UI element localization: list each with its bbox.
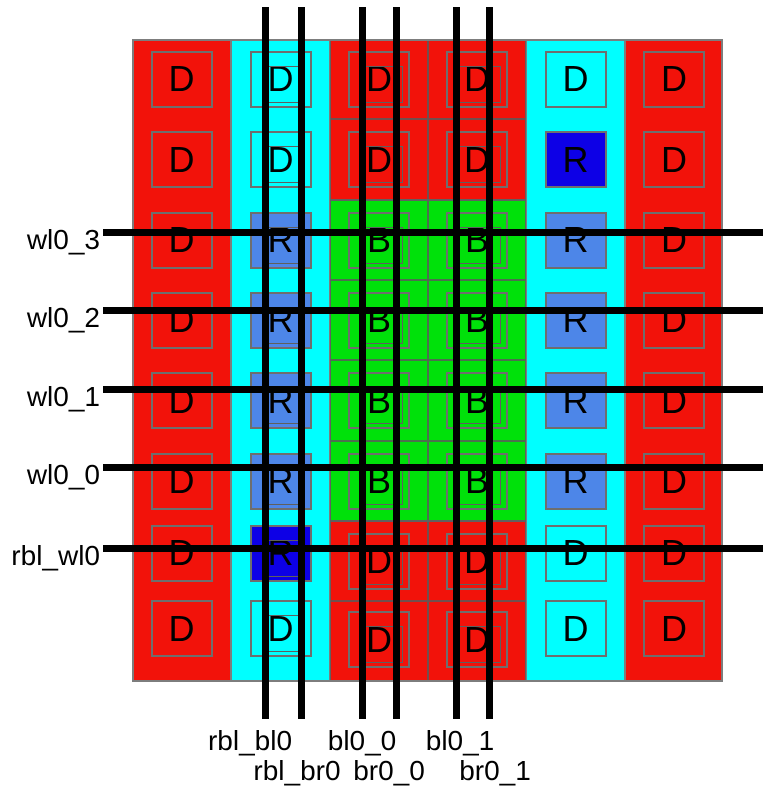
replica-cell: R bbox=[544, 291, 607, 349]
cell-boundary bbox=[428, 200, 526, 280]
wordline-label-wl0_1: wl0_1 bbox=[26, 381, 100, 412]
replica-cell: R bbox=[544, 211, 607, 269]
bitline-label-rbl_br0: rbl_br0 bbox=[253, 755, 341, 786]
bitline-br0_1 bbox=[486, 7, 493, 719]
bitline-bl0_1 bbox=[453, 7, 460, 719]
dummy-cell: D bbox=[643, 372, 705, 429]
cell-boundary bbox=[428, 441, 526, 521]
dummy-cell: D bbox=[150, 131, 213, 188]
dummy-cell-inner-outline bbox=[458, 547, 501, 585]
dummy-cell: D bbox=[150, 291, 213, 349]
cell-boundary bbox=[428, 360, 526, 441]
dummy-cell: D bbox=[643, 211, 705, 269]
replica-cell: R bbox=[544, 372, 607, 429]
dummy-cell: D bbox=[150, 452, 213, 510]
dummy-cell: D bbox=[544, 524, 607, 582]
wordline-label-wl0_3: wl0_3 bbox=[26, 224, 100, 255]
dummy-cell: D bbox=[150, 372, 213, 429]
wordline-label-wl0_0: wl0_0 bbox=[26, 459, 100, 490]
dummy-cell: D bbox=[643, 452, 705, 510]
bitline-rbl_bl0 bbox=[262, 7, 269, 719]
dummy-cell-inner-outline bbox=[458, 65, 501, 103]
bitline-bl0_0 bbox=[359, 7, 366, 719]
dummy-cell: D bbox=[150, 524, 213, 582]
cell-boundary bbox=[330, 360, 428, 441]
cell-boundary bbox=[428, 521, 526, 601]
dummy-cell: D bbox=[544, 600, 607, 657]
wordline-wl0_3 bbox=[103, 229, 763, 236]
cell-boundary bbox=[330, 119, 428, 200]
bitline-label-br0_0: br0_0 bbox=[353, 755, 425, 786]
wordline-rbl_wl0 bbox=[103, 545, 763, 552]
replica-cell: R bbox=[544, 452, 607, 510]
dummy-cell: D bbox=[643, 600, 705, 657]
dummy-cell: D bbox=[150, 600, 213, 657]
dummy-cell: D bbox=[643, 524, 705, 582]
bitline-label-bl0_1: bl0_1 bbox=[425, 725, 495, 756]
cell-boundary bbox=[330, 521, 428, 601]
cell-boundary bbox=[428, 280, 526, 360]
dummy-cell: D bbox=[643, 50, 705, 108]
bitcell: B bbox=[348, 211, 410, 269]
dummy-cell: D bbox=[150, 50, 213, 108]
wordline-label-wl0_2: wl0_2 bbox=[26, 302, 100, 333]
dummy-cell: D bbox=[643, 131, 705, 188]
cell-boundary bbox=[330, 200, 428, 280]
replica-cell: R bbox=[544, 131, 607, 188]
cell-boundary bbox=[330, 280, 428, 360]
cell-boundary bbox=[330, 441, 428, 521]
cell-boundary bbox=[428, 119, 526, 200]
wordline-wl0_0 bbox=[103, 464, 763, 471]
dummy-cell: D bbox=[643, 291, 705, 349]
bitline-label-rbl_bl0: rbl_bl0 bbox=[207, 725, 293, 756]
bitline-label-bl0_0: bl0_0 bbox=[327, 725, 397, 756]
dummy-cell-inner-outline bbox=[458, 626, 501, 663]
dummy-cell-inner-outline bbox=[458, 146, 501, 183]
wordline-wl0_2 bbox=[103, 307, 763, 314]
wordline-label-rbl_wl0: rbl_wl0 bbox=[11, 540, 100, 571]
bitline-label-br0_1: br0_1 bbox=[459, 755, 531, 786]
dummy-cell: D bbox=[150, 211, 213, 269]
wordline-wl0_1 bbox=[103, 386, 763, 393]
bitline-rbl_br0 bbox=[298, 7, 305, 719]
array-outline bbox=[132, 39, 723, 682]
bitcell-inner-outline bbox=[458, 467, 501, 505]
bitline-br0_0 bbox=[393, 7, 400, 719]
dummy-cell: D bbox=[544, 50, 607, 108]
